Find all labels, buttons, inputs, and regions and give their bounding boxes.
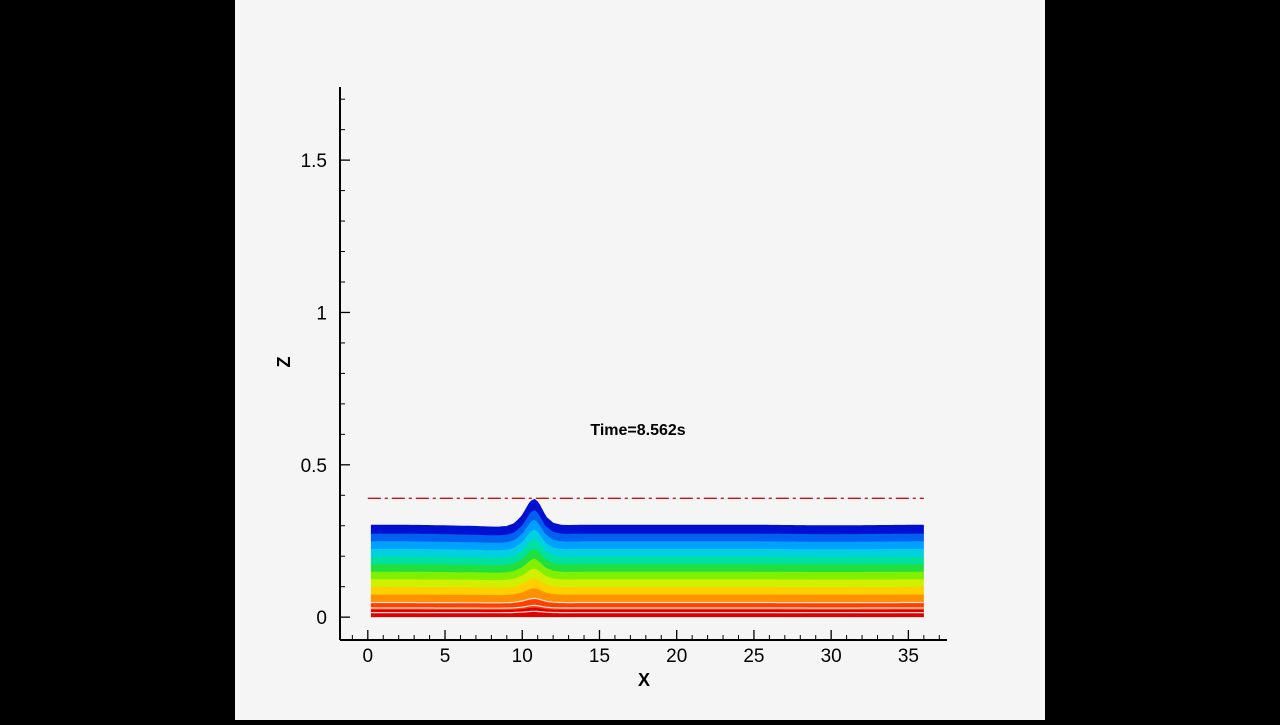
surface-line	[370, 498, 924, 529]
x-tick-label: 20	[666, 646, 687, 667]
x-axis-label: X	[638, 670, 650, 690]
x-tick-label: 30	[821, 646, 842, 667]
x-tick-label: 15	[589, 646, 610, 667]
x-tick-label: 10	[512, 646, 533, 667]
axes: 0 5 10 15 20 25 30 35 0 0.5 1 1.5	[301, 87, 947, 667]
bed-contour-2	[370, 597, 924, 604]
x-tick-label: 5	[440, 646, 451, 667]
wave-tank-plot: 0 5 10 15 20 25 30 35 0 0.5 1 1.5 X Z Time=8.562s	[274, 87, 947, 690]
fluid-band-11	[370, 500, 924, 536]
bed-contour-0	[370, 610, 924, 614]
x-tick-label: 0	[363, 646, 374, 667]
y-axis-label: Z	[274, 357, 294, 368]
y-tick-label: 1.5	[301, 151, 327, 172]
x-tick-label: 25	[743, 646, 764, 667]
time-annotation: Time=8.562s	[590, 422, 685, 439]
y-tick-label: 0	[316, 608, 327, 629]
x-tick-label: 35	[898, 646, 919, 667]
fluid-field	[370, 500, 924, 618]
y-tick-label: 1	[316, 303, 327, 324]
bed-contour-1	[370, 604, 924, 609]
plot-panel: 0 5 10 15 20 25 30 35 0 0.5 1 1.5 X Z Time=8.562s	[235, 0, 1045, 720]
free-surface	[370, 498, 924, 529]
y-tick-label: 0.5	[301, 456, 327, 477]
